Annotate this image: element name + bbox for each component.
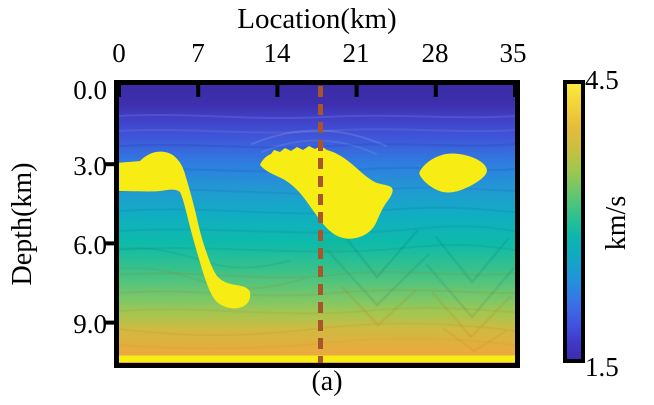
x-tick-label-1: 7: [191, 38, 205, 68]
y-tick-label-2: 6.0: [73, 230, 107, 260]
colorbar-unit-label: km/s: [601, 195, 632, 251]
basal-high-velocity-layer: [119, 355, 515, 362]
colorbar-min-label: 1.5: [585, 352, 619, 382]
x-tick-label-3: 21: [342, 38, 370, 68]
salt-body-left: [119, 151, 251, 309]
x-tick-label-2: 14: [263, 38, 291, 68]
velocity-gradient-background: [119, 85, 515, 363]
y-tick-marks: [105, 162, 117, 325]
colorbar-max-label: 4.5: [585, 65, 619, 95]
y-axis-title: Depth(km): [7, 162, 38, 286]
subfigure-caption: (a): [311, 366, 343, 397]
x-tick-label-5: 35: [499, 38, 527, 68]
y-tick-label-3: 9.0: [73, 309, 107, 339]
plot-border: [114, 80, 520, 368]
sub-salt-smear: [316, 238, 352, 282]
x-tick-label-4: 28: [421, 38, 449, 68]
velocity-map: [105, 80, 520, 368]
x-tick-label-0: 0: [112, 38, 126, 68]
x-tick-marks: [117, 84, 517, 97]
salt-body-right: [419, 153, 487, 193]
x-axis-title: Location(km): [237, 3, 397, 35]
colorbar: [563, 80, 585, 363]
salt-body-central: [260, 146, 393, 239]
y-tick-label-0: 0.0: [73, 75, 107, 105]
y-tick-label-1: 3.0: [73, 151, 107, 181]
